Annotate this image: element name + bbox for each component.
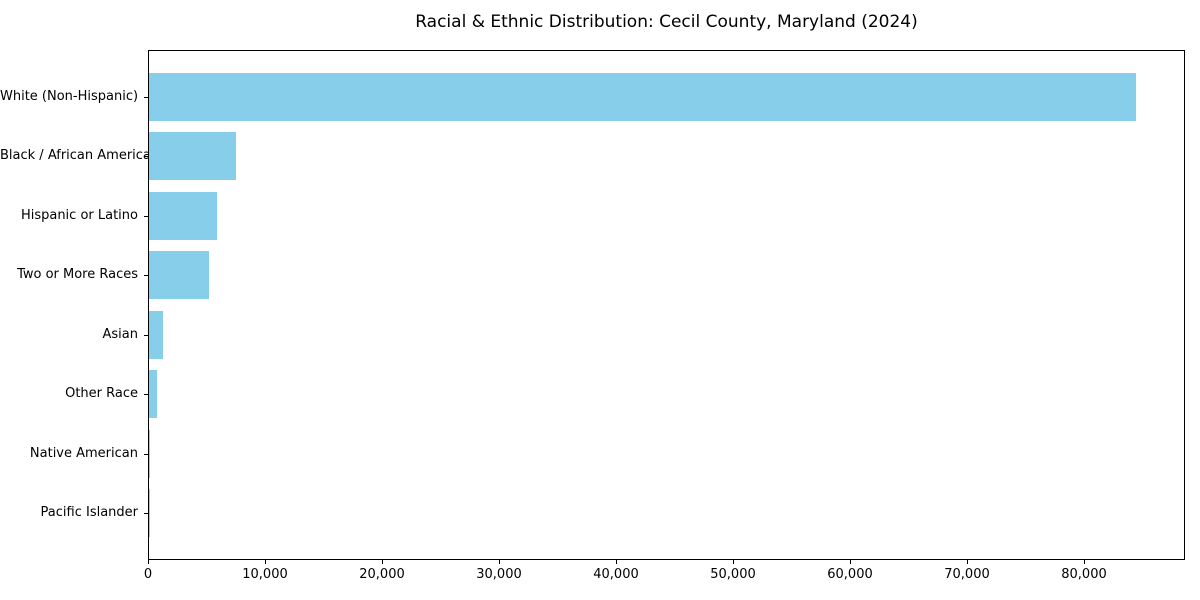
plot-area [148,50,1185,560]
y-tick-mark [144,454,148,455]
chart-title: Racial & Ethnic Distribution: Cecil Coun… [415,12,918,32]
x-tick-mark [265,560,266,564]
y-tick-label: Other Race [65,386,138,402]
bar [149,132,237,180]
y-tick-label: Two or More Races [17,267,138,283]
bar [149,370,158,418]
x-tick-label: 10,000 [242,567,288,582]
x-tick-label: 70,000 [944,567,990,582]
y-tick-mark [144,97,148,98]
bar [149,311,164,359]
x-tick-label: 40,000 [593,567,639,582]
y-tick-mark [144,513,148,514]
x-tick-mark [967,560,968,564]
y-tick-label: White (Non-Hispanic) [0,88,139,104]
y-tick-label: Asian [102,326,138,342]
bar [149,251,209,299]
x-tick-label: 80,000 [1061,567,1107,582]
y-tick-mark [144,394,148,395]
x-tick-label: 0 [143,567,153,582]
bar [149,430,150,478]
y-tick-mark [144,156,148,157]
x-tick-mark [616,560,617,564]
x-tick-label: 30,000 [476,567,522,582]
x-tick-mark [733,560,734,564]
y-tick-mark [144,335,148,336]
x-tick-mark [850,560,851,564]
x-tick-label: 50,000 [710,567,756,582]
y-tick-mark [144,275,148,276]
x-tick-mark [1084,560,1085,564]
bar [149,73,1136,121]
y-tick-label: Hispanic or Latino [20,207,138,223]
x-tick-mark [499,560,500,564]
bar [149,192,218,240]
x-tick-mark [148,560,149,564]
y-tick-label: Pacific Islander [40,505,138,521]
y-tick-label: Black / African American [0,148,160,164]
x-tick-mark [382,560,383,564]
y-tick-mark [144,216,148,217]
x-tick-label: 20,000 [359,567,405,582]
x-tick-label: 60,000 [827,567,873,582]
y-tick-label: Native American [29,445,138,461]
